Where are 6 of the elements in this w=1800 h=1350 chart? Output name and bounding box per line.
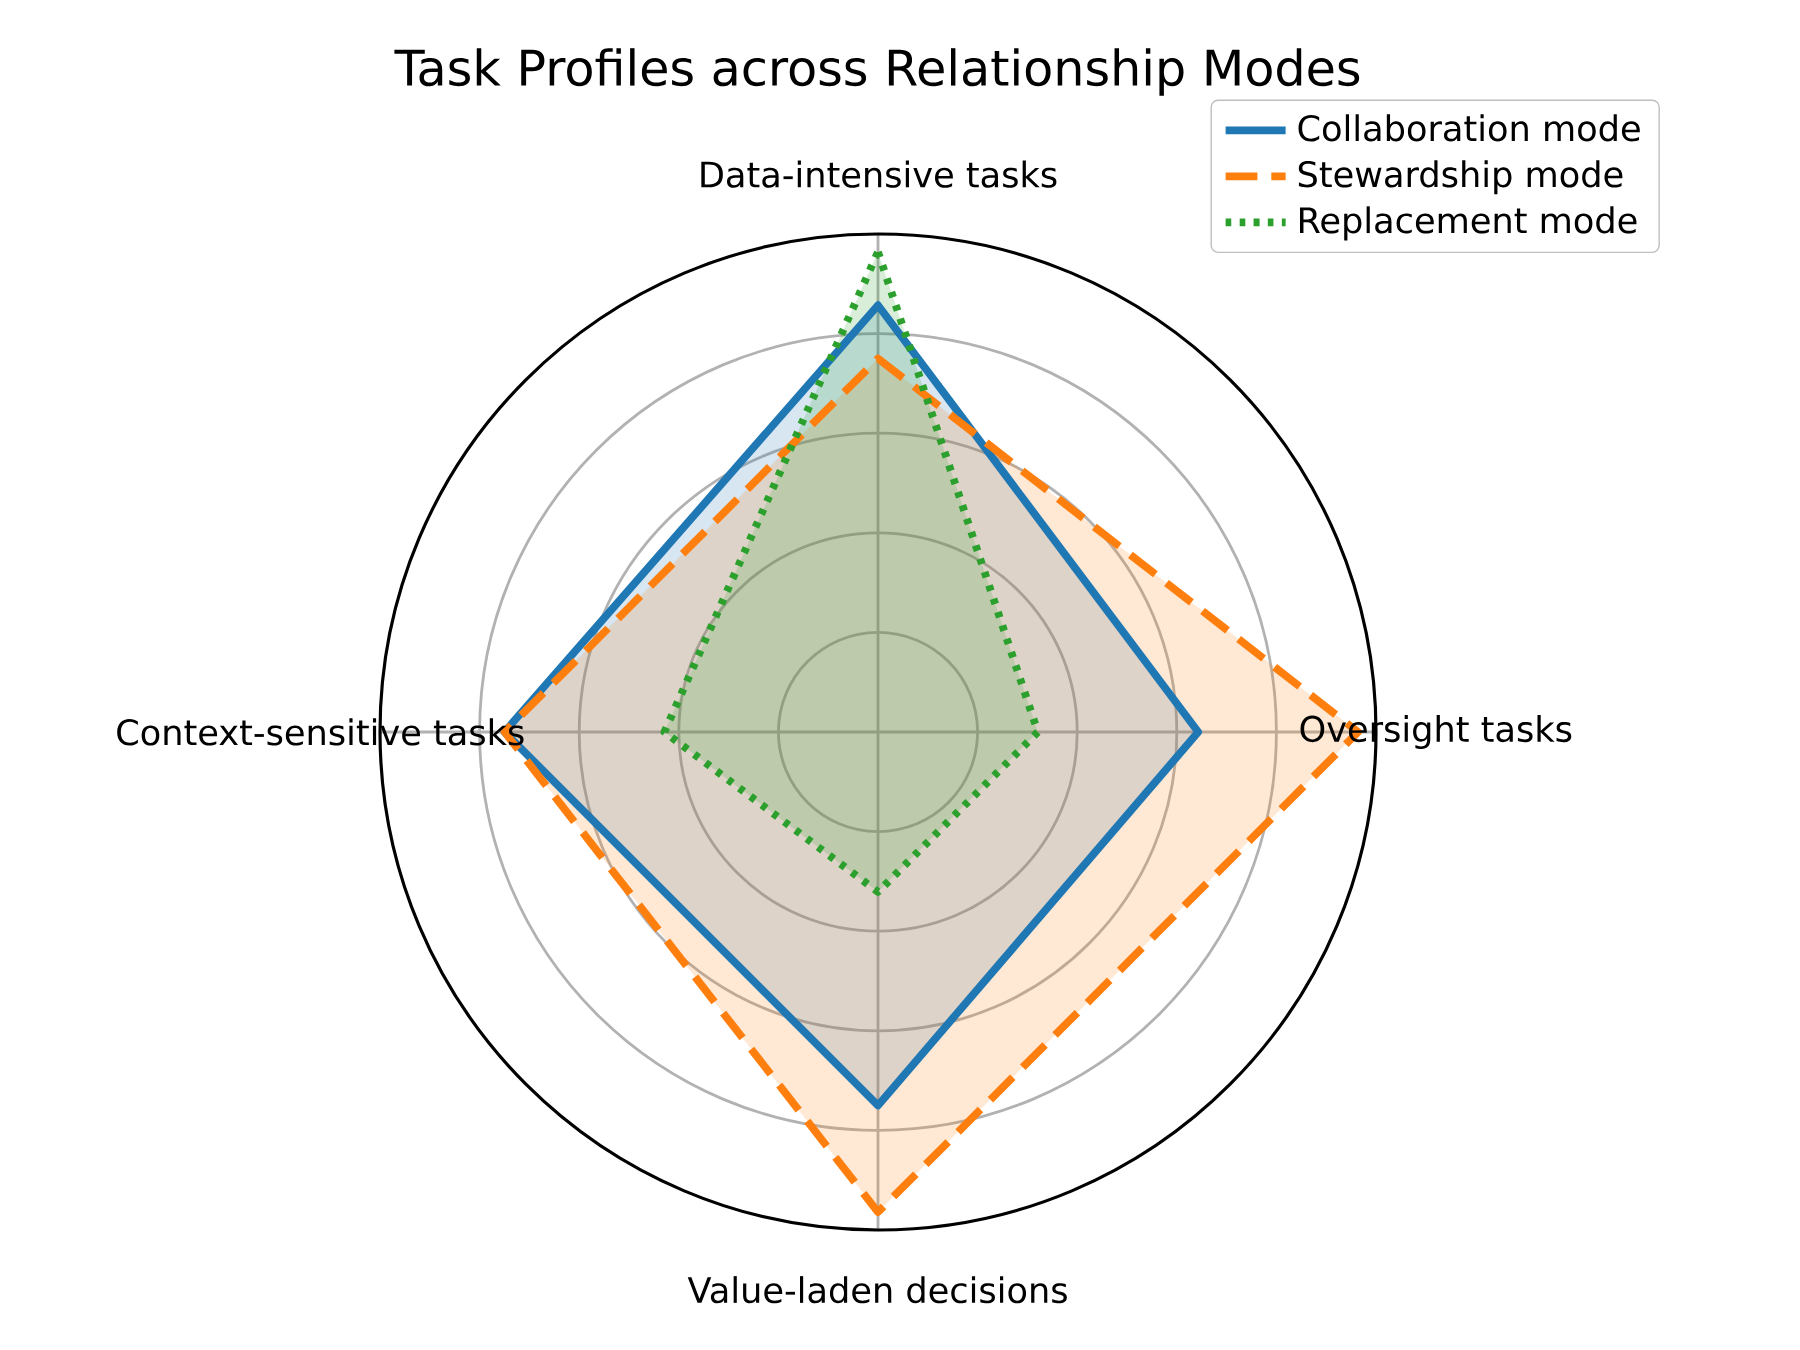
legend-label: Collaboration mode (1298, 114, 1640, 142)
legend-label: Stewardship mode (1298, 160, 1623, 195)
chart-title: Task Profiles across Relationship Modes (394, 48, 1360, 96)
spoke-label: Data-intensive tasks (701, 160, 1057, 188)
spoke-label: Value-laden decisions (687, 1276, 1067, 1304)
legend-label: Replacement mode (1299, 206, 1637, 241)
